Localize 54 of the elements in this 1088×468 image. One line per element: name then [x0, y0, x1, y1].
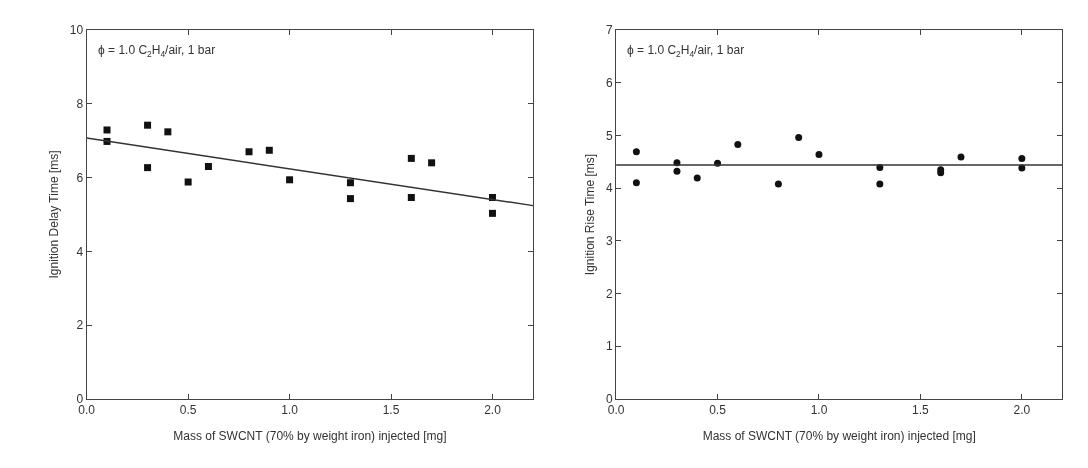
y-tick-label: 4 — [76, 244, 84, 259]
point — [632, 148, 640, 156]
point — [164, 128, 172, 136]
y-tick-label: 1 — [605, 339, 613, 354]
point — [286, 176, 294, 184]
point — [144, 164, 152, 172]
point — [346, 179, 354, 187]
x-tick-label: 0.5 — [179, 403, 197, 418]
x-tick-label: 2.0 — [484, 403, 502, 418]
point — [346, 195, 354, 203]
point — [204, 163, 212, 171]
point — [407, 154, 415, 162]
x-axis-title: Mass of SWCNT (70% by weight iron) injected [mg] — [173, 429, 447, 444]
y-tick-label: 4 — [605, 181, 613, 196]
point — [103, 126, 111, 134]
annotation: ϕ = 1.0 C$_{2}$H$_{4}$/air, 1 bar — [98, 43, 216, 59]
point — [734, 140, 742, 148]
point — [428, 159, 436, 167]
point — [876, 180, 884, 188]
x-tick-label: 2.0 — [1013, 403, 1031, 418]
point — [632, 179, 640, 187]
y-tick-label: 5 — [605, 128, 613, 143]
point — [144, 121, 152, 129]
x-tick-label: 0.5 — [709, 403, 727, 418]
y-tick-label: 8 — [76, 97, 84, 111]
point — [774, 180, 782, 188]
point — [488, 209, 496, 217]
point — [673, 167, 681, 175]
annotation: ϕ = 1.0 C$_{2}$H$_{4}$/air, 1 bar — [627, 43, 745, 59]
y-tick-label: 3 — [605, 234, 613, 249]
point — [184, 178, 192, 186]
y-tick-label: 10 — [69, 23, 84, 38]
point — [815, 150, 823, 158]
point — [957, 153, 965, 161]
point — [245, 148, 253, 156]
x-axis-title: Mass of SWCNT (70% by weight iron) injected [mg] — [702, 429, 976, 444]
y-tick-label: 2 — [76, 318, 84, 333]
y-tick-label: 7 — [605, 23, 613, 38]
x-tick-label: 0.0 — [78, 403, 96, 418]
y-tick-label: 2 — [605, 286, 613, 301]
x-tick-label: 1.0 — [281, 403, 299, 418]
point — [1018, 155, 1026, 163]
y-axis-title: Ignition Delay Time [ms] — [47, 150, 62, 279]
x-tick-label: 0.0 — [607, 403, 625, 418]
x-tick-label: 1.0 — [810, 403, 828, 418]
point — [795, 134, 803, 142]
x-tick-label: 1.5 — [382, 403, 400, 418]
y-tick-label: 6 — [76, 170, 84, 185]
y-axis-title: Ignition Rise Time [ms] — [583, 153, 598, 276]
y-tick-label: 6 — [605, 75, 613, 90]
point — [265, 146, 273, 154]
point — [407, 194, 415, 201]
x-tick-label: 1.5 — [912, 403, 930, 418]
point — [693, 174, 701, 182]
